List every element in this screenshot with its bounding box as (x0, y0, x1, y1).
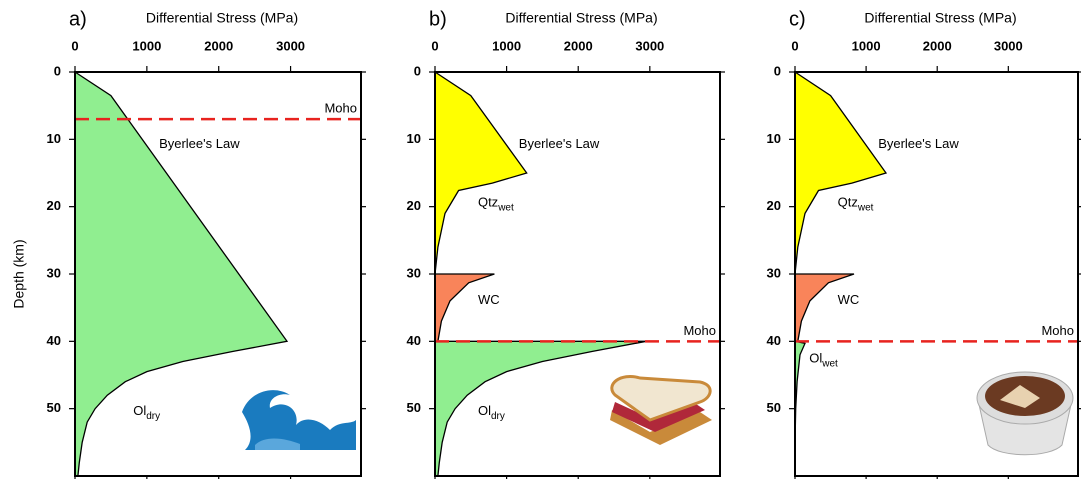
series-label: WC (838, 292, 860, 307)
series-label: Olwet (809, 351, 838, 369)
y-tick-label: 40 (47, 333, 61, 348)
series-subscript: wet (497, 202, 514, 213)
x-tick-label: 1000 (852, 38, 881, 53)
y-tick-label: 20 (767, 198, 781, 213)
series-name: WC (838, 292, 860, 307)
series-name: Ol (809, 351, 822, 366)
x-tick-label: 3000 (635, 38, 664, 53)
stress-area (435, 274, 494, 341)
stress-area (795, 341, 805, 442)
y-tick-label: 40 (767, 333, 781, 348)
moho-label: Moho (324, 101, 357, 116)
series-name: Ol (133, 403, 146, 418)
y-tick-label: 10 (767, 131, 781, 146)
x-tick-label: 1000 (492, 38, 521, 53)
x-tick-label: 2000 (923, 38, 952, 53)
pudding-icon (977, 372, 1073, 455)
series-subscript: dry (146, 411, 160, 422)
y-tick-label: 0 (414, 63, 421, 78)
y-tick-label: 50 (407, 400, 421, 415)
x-tick-label: 0 (431, 38, 438, 53)
annotation: Byerlee's Law (878, 136, 959, 151)
series-label: Oldry (133, 403, 160, 421)
panel-label: a) (69, 8, 87, 30)
annotation: Byerlee's Law (159, 136, 240, 151)
x-tick-label: 3000 (276, 38, 305, 53)
stress-area (435, 72, 527, 274)
series-name: WC (478, 292, 500, 307)
stress-area (795, 274, 854, 341)
y-tick-label: 20 (407, 198, 421, 213)
y-tick-label: 10 (47, 131, 61, 146)
series-label: Oldry (478, 403, 505, 421)
x-tick-label: 2000 (564, 38, 593, 53)
y-tick-label: 30 (47, 265, 61, 280)
series-subscript: dry (491, 411, 505, 422)
y-axis-title: Depth (km) (11, 239, 27, 308)
y-tick-label: 20 (47, 198, 61, 213)
panel-label: c) (789, 8, 806, 30)
y-tick-label: 30 (407, 265, 421, 280)
panel-label: b) (429, 8, 447, 30)
y-tick-label: 50 (47, 400, 61, 415)
series-name: Qtz (478, 195, 498, 210)
stress-area (795, 72, 886, 274)
wave-icon (242, 390, 356, 450)
x-axis-title: Differential Stress (MPa) (864, 10, 1016, 26)
x-tick-label: 0 (791, 38, 798, 53)
y-tick-label: 50 (767, 400, 781, 415)
moho-label: Moho (683, 323, 716, 338)
sandwich-icon (610, 376, 712, 445)
moho-label: Moho (1041, 323, 1074, 338)
series-name: Ol (478, 403, 491, 418)
series-label: WC (478, 292, 500, 307)
x-axis-title: Differential Stress (MPa) (505, 10, 657, 26)
y-tick-label: 0 (774, 63, 781, 78)
series-subscript: wet (857, 202, 874, 213)
y-tick-label: 40 (407, 333, 421, 348)
x-axis-title: Differential Stress (MPa) (146, 10, 298, 26)
x-tick-label: 1000 (132, 38, 161, 53)
figure: MohoByerlee's LawOldry010002000300001020… (0, 0, 1081, 479)
x-tick-label: 2000 (204, 38, 233, 53)
annotation: Byerlee's Law (519, 136, 600, 151)
y-tick-label: 10 (407, 131, 421, 146)
y-tick-label: 30 (767, 265, 781, 280)
series-name: Qtz (838, 195, 858, 210)
y-tick-label: 0 (54, 63, 61, 78)
x-tick-label: 3000 (994, 38, 1023, 53)
series-label: Qtzwet (478, 195, 514, 213)
series-subscript: wet (821, 358, 838, 369)
x-tick-label: 0 (71, 38, 78, 53)
series-label: Qtzwet (838, 195, 874, 213)
panel: Moho Byerlee's Law Oldry 0 1000 2000 3000 0 10 20… (11, 8, 366, 479)
